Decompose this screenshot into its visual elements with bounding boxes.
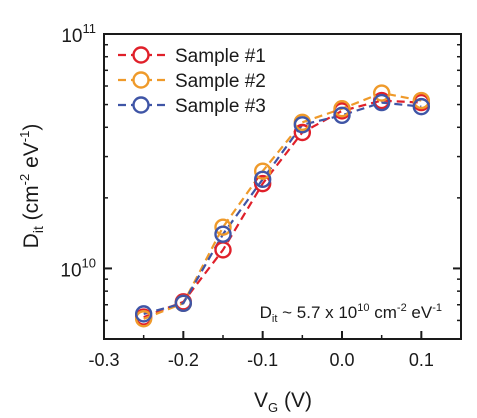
legend-marker-2 — [132, 71, 150, 89]
series-3-point — [214, 225, 232, 243]
x-label-main: V — [254, 389, 268, 412]
series-2-point — [214, 218, 232, 236]
legend-label-2: Sample #2 — [175, 71, 266, 92]
series-line-1 — [143, 99, 422, 319]
series-1-point — [293, 123, 312, 142]
legend: Sample #1 Sample #2 Sample #3 — [118, 46, 266, 117]
series-2-point — [253, 162, 272, 180]
annot-text2: cm — [370, 303, 397, 322]
x-label-sub: G — [268, 400, 278, 415]
series-2-point — [412, 91, 431, 110]
dit-annotation: Dit ~ 5.7 x 1010 cm-2 eV-1 — [260, 302, 442, 325]
x-tick-label: -0.3 — [88, 350, 119, 370]
annot-exp1: 10 — [357, 302, 369, 314]
data-layer — [134, 84, 431, 328]
y-tick-label: 1011 — [61, 21, 96, 47]
series-line-3 — [143, 101, 422, 315]
y-axis-label: Dit (cm-2 eV-1) — [17, 124, 46, 249]
y-tick-base: 10 — [61, 26, 82, 47]
series-3-point — [333, 106, 351, 124]
series-3-point — [412, 97, 431, 116]
y-tick-exp: 11 — [83, 21, 97, 36]
y-label-main: D — [20, 233, 43, 248]
x-tick-label: -0.2 — [168, 350, 199, 370]
legend-label-1: Sample #1 — [175, 46, 266, 67]
y-label-exp1: -2 — [17, 174, 32, 186]
annot-exp2: -2 — [397, 302, 407, 314]
x-tick-label: 0.0 — [329, 350, 354, 370]
x-axis-label: VG (V) — [254, 389, 312, 415]
series-3-point — [253, 170, 272, 188]
series-3-point — [174, 294, 193, 312]
annot-text3: eV — [407, 303, 433, 322]
annot-main: D — [260, 303, 272, 322]
series-3-point — [372, 93, 391, 112]
y-label-close: ) — [20, 124, 43, 131]
y-label-unit-open: (cm — [20, 185, 43, 226]
series-3-point — [134, 305, 153, 323]
y-label-mid: eV — [20, 142, 43, 174]
annot-exp3: -1 — [432, 302, 442, 314]
annot-sub: it — [272, 313, 278, 325]
legend-label-3: Sample #3 — [175, 96, 266, 117]
annot-text1: ~ 5.7 x 10 — [277, 303, 357, 322]
legend-marker-3 — [132, 96, 150, 114]
series-2-point — [333, 100, 351, 118]
x-tick-label: 0.1 — [409, 350, 434, 370]
series-2-point — [134, 310, 153, 328]
series-line-2 — [143, 91, 422, 320]
y-tick-base: 10 — [60, 260, 81, 281]
plot-frame — [103, 33, 462, 340]
y-tick-exp: 10 — [82, 255, 96, 270]
series-3-point — [293, 116, 312, 134]
y-label-sub: it — [30, 226, 46, 233]
x-tick-label: -0.1 — [247, 350, 278, 370]
y-tick-label: 1010 — [60, 255, 96, 281]
legend-marker-1 — [132, 46, 150, 64]
y-label-exp2: -1 — [17, 131, 32, 143]
x-label-unit: (V) — [278, 389, 312, 412]
series-2-point — [372, 84, 391, 102]
